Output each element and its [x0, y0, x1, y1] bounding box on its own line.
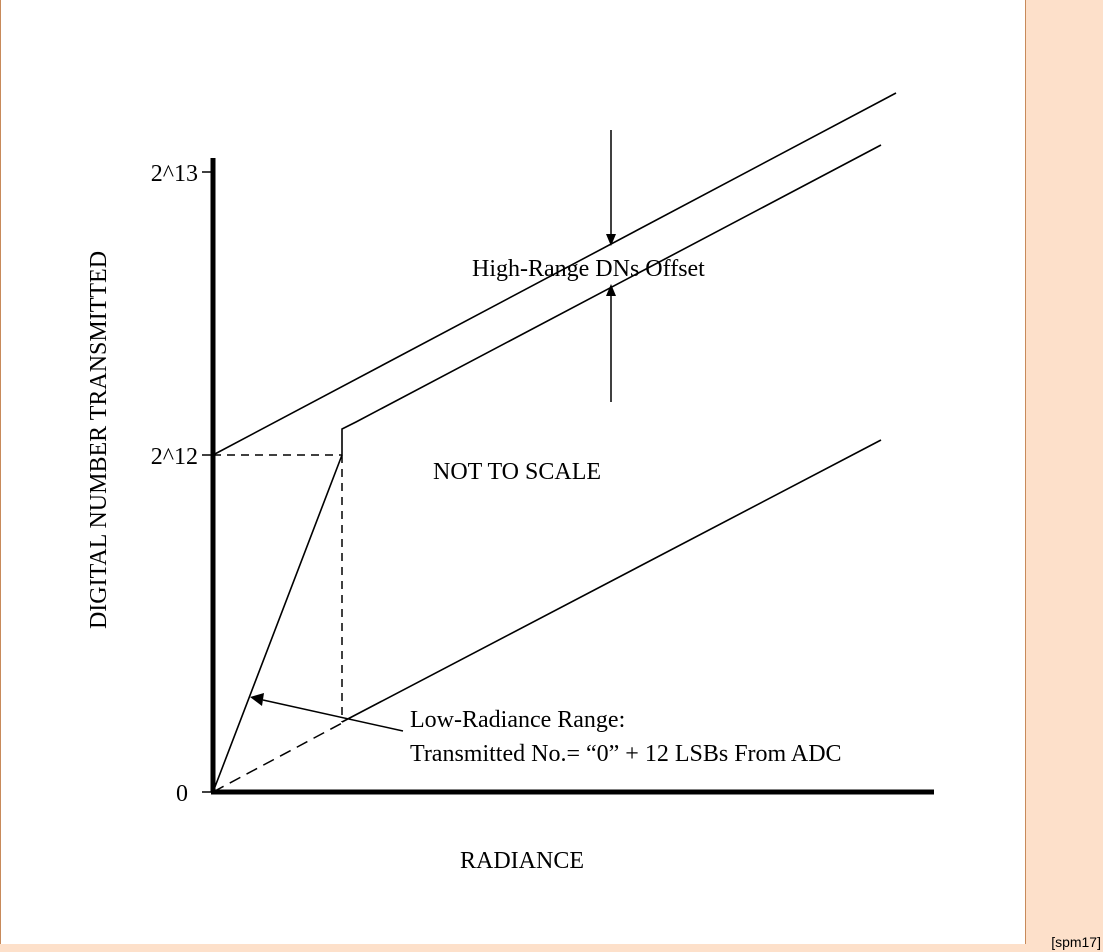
x-axis-label: RADIANCE: [460, 848, 584, 874]
content-border: [0, 0, 1026, 944]
lower-line: [341, 439, 882, 723]
offset-arrow-top-head: [606, 234, 616, 246]
scale-note: NOT TO SCALE: [433, 459, 601, 485]
high-range-transfer-curve: [212, 144, 882, 793]
bottom-panel: [0, 944, 1026, 952]
tick-label-2-13: 2^13: [151, 161, 198, 187]
low-range-title: Low-Radiance Range:: [410, 707, 625, 733]
right-side-panel: [1026, 0, 1103, 952]
offset-arrow-bottom-head: [606, 284, 616, 296]
tick-label-2-12: 2^12: [151, 444, 198, 470]
low-range-pointer-shaft: [262, 699, 404, 732]
dashed-low-extension: [212, 721, 345, 793]
low-range-detail: Transmitted No.= “0” + 12 LSBs From ADC: [410, 741, 842, 767]
tick-label-0: 0: [176, 781, 188, 807]
y-axis-label: DIGITAL NUMBER TRANSMITTED: [86, 251, 112, 629]
upper-line: [212, 92, 897, 456]
low-range-pointer-head: [250, 693, 264, 706]
page-tag: [spm17]: [1051, 934, 1101, 950]
offset-label: High-Range DNs Offset: [472, 256, 705, 282]
